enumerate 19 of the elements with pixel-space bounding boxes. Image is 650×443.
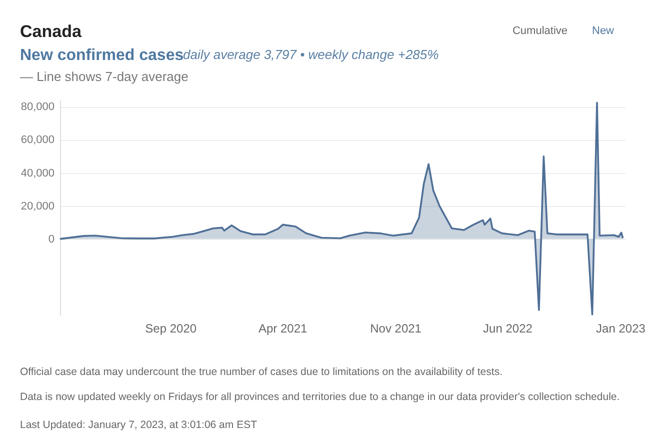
x-tick-label: Nov 2021 (370, 322, 422, 336)
x-tick-label: Jan 2023 (596, 322, 646, 336)
text: Data is now updated weekly on Fridays for all provinces and territories due to a change in our data provider's collection schedule. (20, 391, 620, 403)
x-tick-label: Jun 2022 (483, 322, 533, 336)
y-tick-label: 0 (48, 233, 54, 246)
text: daily average 3,797 • weekly change +285% (183, 47, 439, 62)
y-tick-label: 20,000 (20, 200, 54, 212)
y-tick-label: 60,000 (20, 134, 54, 146)
text: New (592, 25, 614, 37)
text: Official case data may undercount the true number of cases due to limitations on the availability of tests. (20, 366, 502, 378)
chart-subtitle: New confirmed cases (20, 47, 184, 64)
x-tick-label: Apr 2021 (258, 322, 308, 336)
text: — Line shows 7-day average (20, 69, 188, 84)
chart-title: Canada (20, 22, 82, 41)
y-tick-label: 40,000 (20, 167, 54, 180)
text: Cumulative (512, 25, 568, 37)
x-tick-label: Sep 2020 (145, 322, 197, 336)
text: Last Updated: January 7, 2023, at 3:01:06 am EST (20, 419, 258, 431)
y-tick-label: 80,000 (20, 101, 54, 114)
